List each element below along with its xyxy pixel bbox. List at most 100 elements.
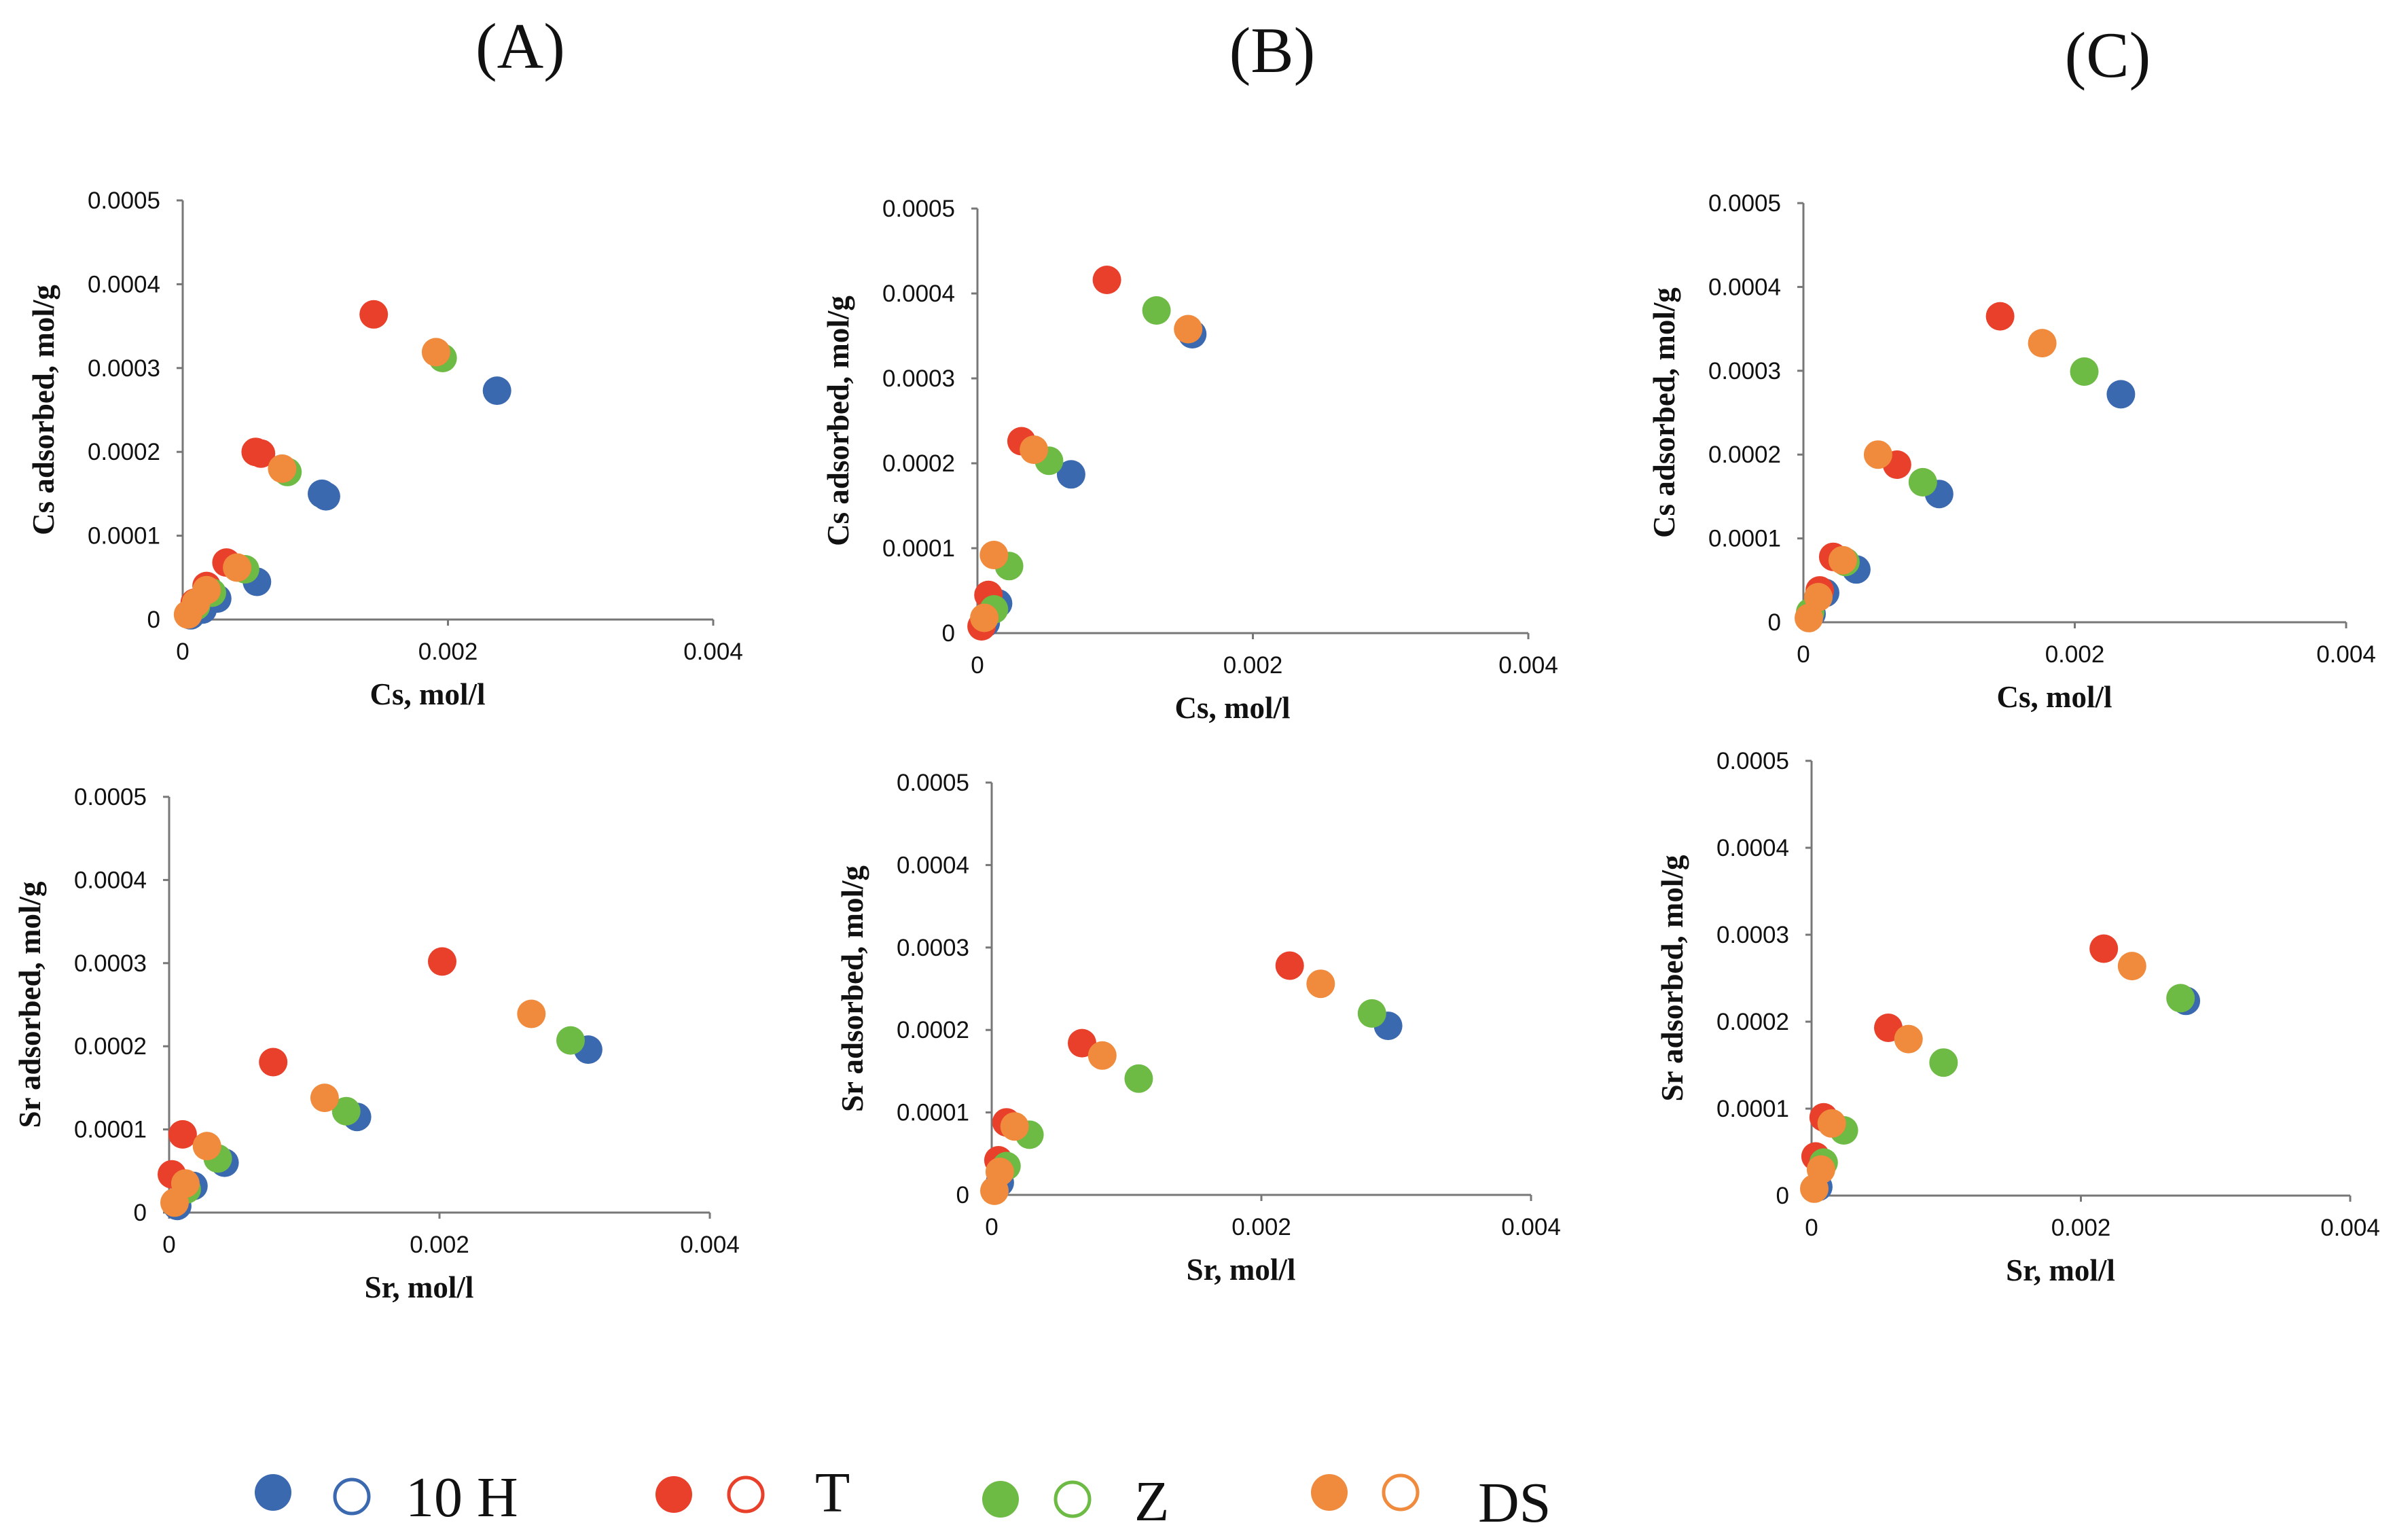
y-tick-label: 0.0003 xyxy=(882,365,955,392)
data-point xyxy=(1863,440,1892,469)
data-point xyxy=(2166,984,2195,1013)
data-point xyxy=(168,1120,197,1149)
data-point xyxy=(1929,1048,1958,1077)
chart-a-cs: 0 0.0001 0.0002 0.0003 0.0004 0.0005 0 0.002 0.0… xyxy=(26,187,743,711)
y-axis-label: Sr adsorbed, mol/g xyxy=(13,881,47,1128)
series-ds xyxy=(1800,952,2146,1203)
data-point xyxy=(268,454,297,483)
legend-marker-open xyxy=(333,1478,371,1516)
x-axis-label: Cs, mol/l xyxy=(1996,680,2112,714)
x-tick-label: 0.002 xyxy=(1223,652,1283,679)
y-tick-label: 0.0002 xyxy=(1708,442,1781,468)
y-tick-label: 0.0004 xyxy=(88,271,160,298)
y-tick-label: 0 xyxy=(147,607,160,633)
data-point xyxy=(1908,467,1937,497)
data-point xyxy=(428,947,456,976)
x-axis-label: Sr, mol/l xyxy=(365,1270,474,1304)
y-tick-label: 0.0003 xyxy=(897,935,969,961)
series-10h xyxy=(985,1011,1403,1197)
y-tick-label: 0.0005 xyxy=(882,196,955,222)
y-tick-label: 0.0001 xyxy=(74,1117,147,1143)
x-tick-label: 0.002 xyxy=(1231,1214,1291,1240)
y-tick-label: 0 xyxy=(956,1182,969,1208)
y-tick-label: 0 xyxy=(1776,1183,1789,1209)
data-point xyxy=(223,553,252,582)
legend-marker-open xyxy=(727,1475,765,1514)
x-tick-label: 0.002 xyxy=(418,639,478,665)
series-ds xyxy=(970,315,1203,632)
data-point xyxy=(556,1026,585,1055)
data-point xyxy=(482,376,511,406)
chart-c-sr: 0 0.0001 0.0002 0.0003 0.0004 0.0005 0 0.002 0.0… xyxy=(1655,748,2380,1287)
data-point xyxy=(359,300,389,329)
data-point xyxy=(1800,1174,1829,1203)
data-point xyxy=(1894,1024,1923,1054)
y-tick-label: 0.0002 xyxy=(882,450,955,477)
y-axis-label: Cs adsorbed, mol/g xyxy=(26,285,60,535)
y-tick-label: 0.0003 xyxy=(88,355,160,382)
data-point xyxy=(421,338,450,367)
legend-item-10h: 10 H xyxy=(255,1466,518,1529)
series-z xyxy=(992,999,1386,1181)
legend-item-ds: DS xyxy=(1311,1471,1551,1535)
x-tick-label: 0.002 xyxy=(2045,641,2105,668)
x-tick-label: 0.004 xyxy=(680,1232,740,1258)
x-axis-label: Cs, mol/l xyxy=(370,677,485,711)
x-tick-label: 0 xyxy=(162,1232,175,1258)
legend-label: 10 H xyxy=(406,1466,518,1529)
series-ds xyxy=(160,999,546,1217)
y-tick-label: 0 xyxy=(942,620,955,647)
data-point xyxy=(310,1084,339,1113)
legend-marker-filled xyxy=(1311,1474,1348,1511)
data-point xyxy=(1985,302,2015,331)
legend-marker-filled xyxy=(655,1476,692,1513)
x-axis-label: Sr, mol/l xyxy=(2006,1253,2115,1287)
data-point xyxy=(192,1132,221,1161)
data-point xyxy=(331,1096,361,1126)
y-tick-label: 0.0004 xyxy=(882,281,955,307)
x-tick-label: 0.004 xyxy=(2316,641,2376,668)
y-tick-label: 0.0005 xyxy=(74,784,147,810)
y-axis-label: Cs adsorbed, mol/g xyxy=(821,296,855,546)
y-axis-label: Cs adsorbed, mol/g xyxy=(1647,287,1681,538)
data-point xyxy=(2028,329,2057,358)
legend-item-t: T xyxy=(655,1461,850,1524)
y-axis-label: Sr adsorbed, mol/g xyxy=(1655,855,1689,1101)
data-point xyxy=(1275,951,1304,980)
data-point xyxy=(2106,380,2136,409)
series-z xyxy=(979,296,1171,624)
y-tick-label: 0.0002 xyxy=(88,439,160,465)
data-point xyxy=(2070,357,2099,386)
legend-label: DS xyxy=(1478,1471,1551,1535)
series-10h xyxy=(162,1035,602,1221)
legend-label: Z xyxy=(1134,1470,1169,1533)
x-axis-label: Sr, mol/l xyxy=(1187,1253,1296,1287)
data-point xyxy=(1020,435,1049,464)
series-z xyxy=(172,1026,585,1204)
column-title-c: (C) xyxy=(2065,19,2151,91)
y-tick-label: 0.0002 xyxy=(1716,1009,1789,1035)
x-tick-label: 0.004 xyxy=(1498,652,1558,679)
y-tick-label: 0.0005 xyxy=(897,770,969,796)
chart-b-sr: 0 0.0001 0.0002 0.0003 0.0004 0.0005 0 0.002 0.0… xyxy=(835,770,1561,1287)
x-tick-label: 0.004 xyxy=(1501,1214,1561,1240)
series-t xyxy=(158,947,456,1189)
series-10h xyxy=(1803,986,2201,1202)
data-point xyxy=(517,999,546,1028)
y-tick-label: 0.0003 xyxy=(74,950,147,977)
x-tick-label: 0 xyxy=(985,1214,998,1240)
data-point xyxy=(979,541,1009,569)
data-point xyxy=(1142,296,1171,325)
x-tick-label: 0 xyxy=(971,652,984,679)
data-point xyxy=(173,600,202,629)
y-tick-label: 0.0004 xyxy=(1708,274,1781,300)
legend-item-z: Z xyxy=(982,1470,1169,1533)
data-point xyxy=(980,1176,1009,1205)
legend-marker-filled xyxy=(255,1474,291,1511)
x-tick-label: 0 xyxy=(176,639,189,665)
series-10h xyxy=(176,376,511,630)
column-title-b: (B) xyxy=(1229,14,1316,86)
data-point xyxy=(247,439,276,468)
data-point xyxy=(1000,1112,1029,1141)
x-tick-label: 0.004 xyxy=(683,639,743,665)
